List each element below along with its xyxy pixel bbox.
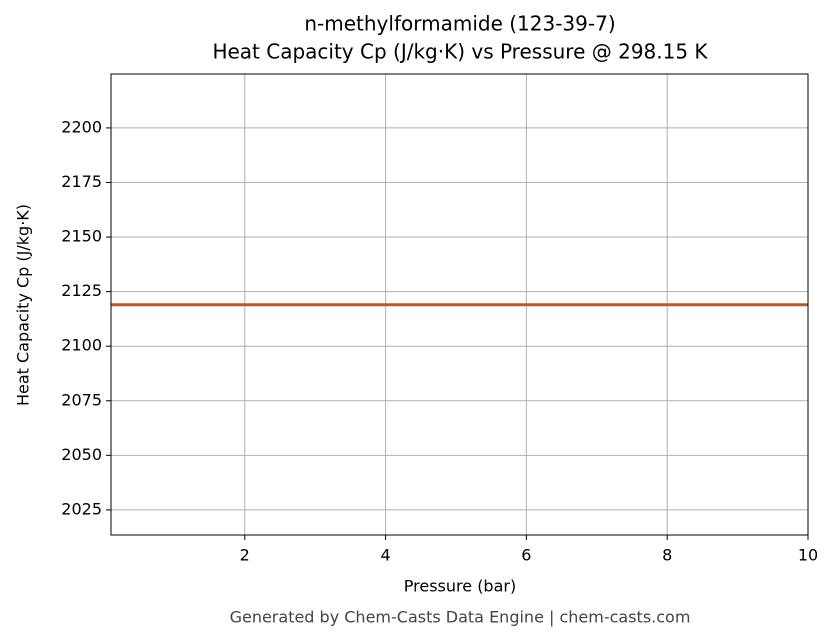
chart-title: n-methylformamide (123-39-7) bbox=[304, 12, 615, 36]
y-axis-label: Heat Capacity Cp (J/kg·K) bbox=[14, 204, 33, 406]
footer: Generated by Chem-Casts Data Engine | ch… bbox=[230, 608, 691, 627]
x-tick-label: 6 bbox=[521, 546, 531, 565]
y-tick-label: 2075 bbox=[61, 390, 102, 409]
y-tick-label: 2100 bbox=[61, 336, 102, 355]
y-tick-label: 2150 bbox=[61, 227, 102, 246]
y-tick-label: 2175 bbox=[61, 172, 102, 191]
y-tick-label: 2200 bbox=[61, 117, 102, 136]
plot-frame bbox=[110, 73, 809, 536]
x-tick-label: 10 bbox=[798, 546, 818, 565]
y-tick-label: 2025 bbox=[61, 499, 102, 518]
y-tick-label: 2050 bbox=[61, 445, 102, 464]
x-axis-label: Pressure (bar) bbox=[404, 577, 516, 596]
x-tick-label: 8 bbox=[662, 546, 672, 565]
x-tick-label: 4 bbox=[380, 546, 390, 565]
y-tick-label: 2125 bbox=[61, 281, 102, 300]
x-tick-label: 2 bbox=[240, 546, 250, 565]
chart-subtitle: Heat Capacity Cp (J/kg·K) vs Pressure @ … bbox=[212, 40, 708, 64]
